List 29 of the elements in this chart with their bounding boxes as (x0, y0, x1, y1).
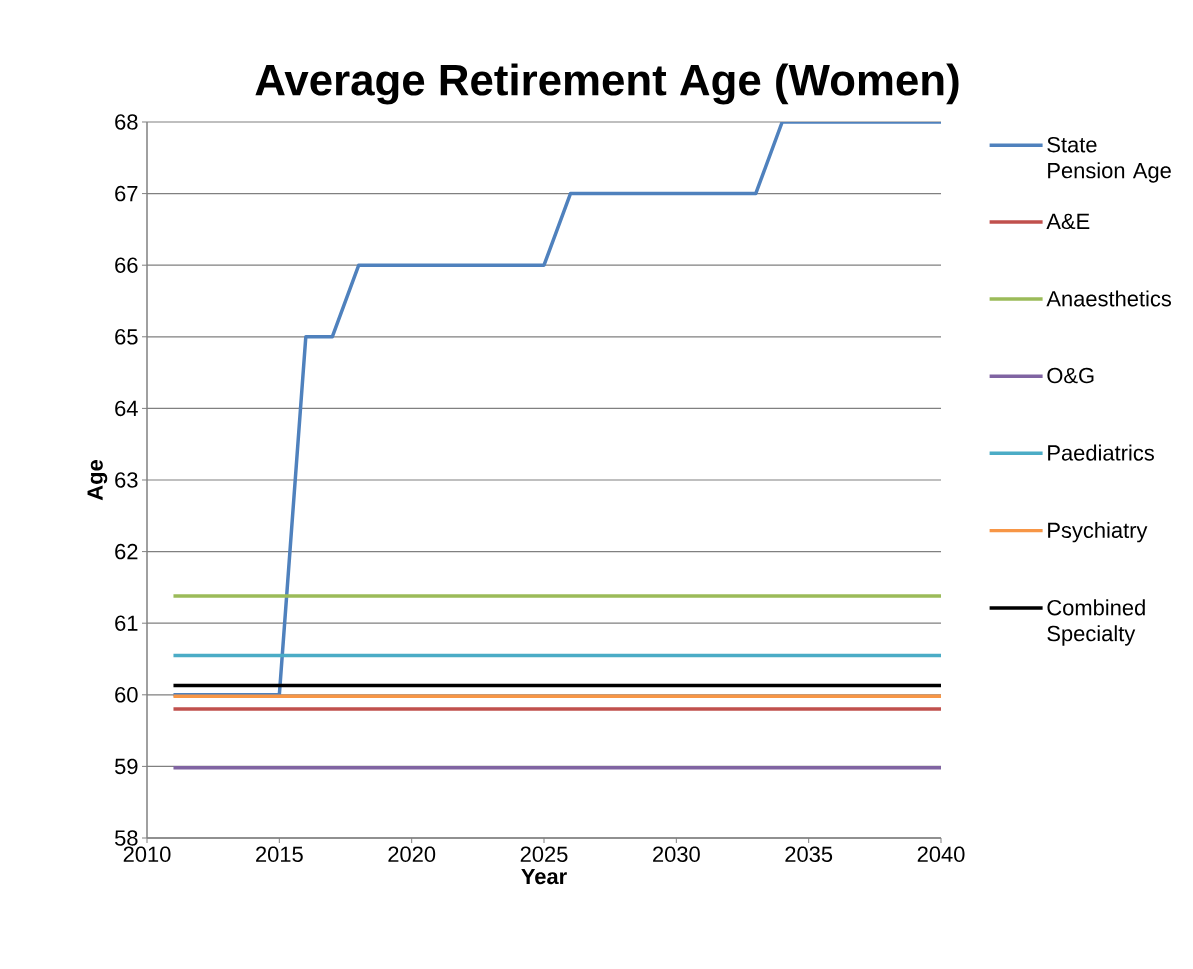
legend-label: Paediatrics (1048, 444, 1154, 461)
y-tick-label: 66 (115, 257, 138, 273)
y-tick-label: 65 (115, 329, 138, 345)
legend-label: State Pension Age (1047, 136, 1171, 183)
y-tick-label: 64 (115, 400, 138, 417)
y-tick-label: 68 (115, 114, 138, 130)
y-axis-title: Age (87, 460, 108, 501)
legend-label: O&G (1047, 367, 1094, 384)
legend-label: Psychiatry (1048, 521, 1148, 543)
y-tick-label: 60 (115, 687, 138, 703)
x-tick-label: 2025 (520, 846, 568, 863)
x-tick-label: 2020 (388, 846, 436, 863)
y-tick-label: 59 (114, 758, 138, 775)
x-tick-label: 2010 (123, 846, 171, 863)
y-tick-label: 58 (114, 830, 138, 846)
y-tick-label: 62 (115, 543, 138, 560)
chart-title: Average Retirement Age (Women) (255, 63, 959, 105)
legend-label: Combined Specialty (1047, 599, 1145, 646)
x-tick-label: 2040 (917, 846, 965, 863)
y-tick-label: 63 (115, 472, 138, 488)
legend-label: Anaesthetics (1046, 290, 1172, 307)
x-tick-label: 2035 (785, 846, 833, 863)
line-series (171, 121, 942, 697)
y-tick-label: 67 (115, 185, 138, 202)
x-axis-title: Year (521, 868, 567, 885)
x-tick-label: 2015 (256, 846, 303, 863)
y-tick-label: 61 (115, 615, 138, 631)
legend-label: A&E (1046, 213, 1090, 230)
x-tick-label: 2030 (653, 846, 700, 863)
